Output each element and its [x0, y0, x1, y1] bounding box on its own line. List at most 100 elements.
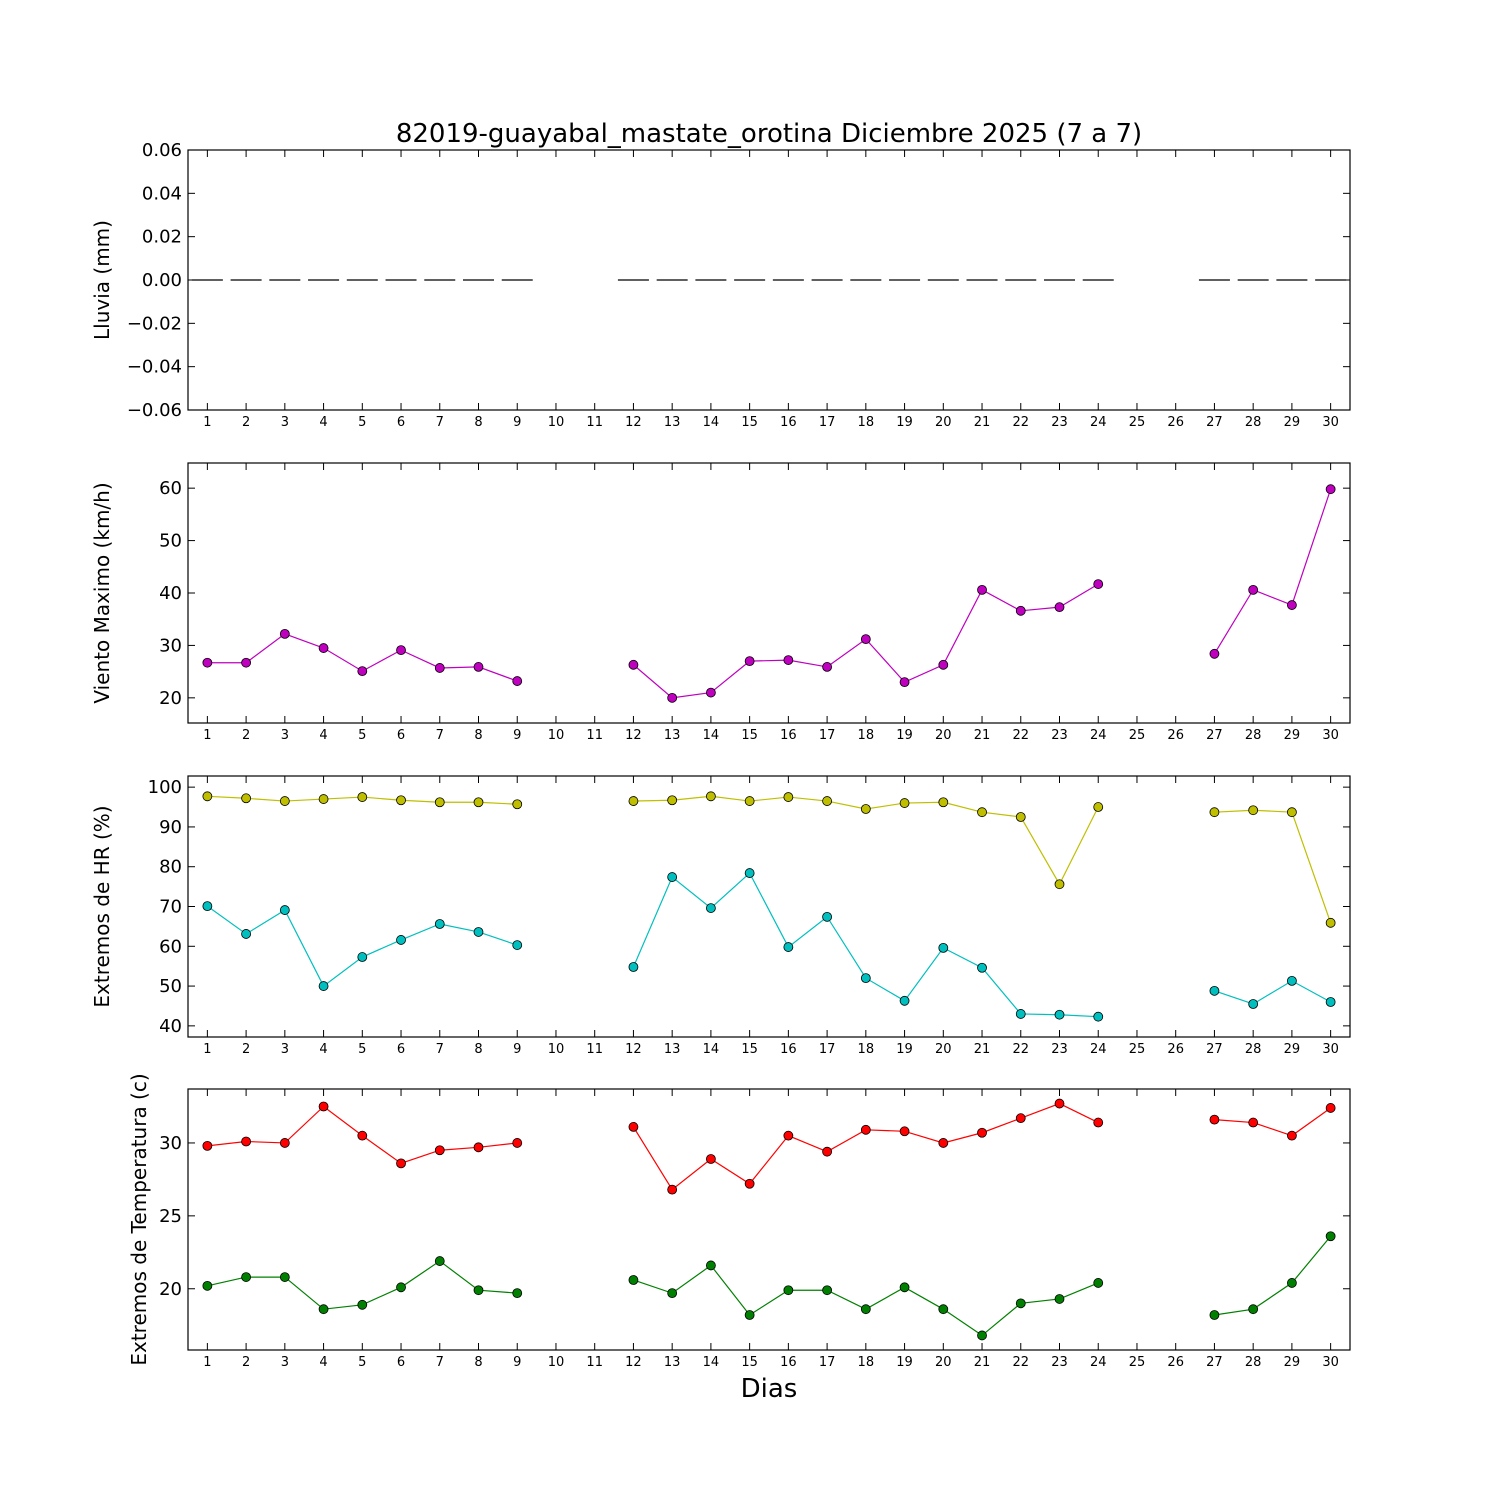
point-temperatura-maxima — [241, 1136, 252, 1147]
point-temperatura-maxima — [1209, 1114, 1220, 1125]
x-tick-label: 2 — [242, 1042, 250, 1057]
x-tick-label: 8 — [474, 1355, 482, 1370]
x-tick-label: 29 — [1284, 728, 1301, 743]
x-tick-label: 13 — [664, 728, 681, 743]
y-tick-label: 70 — [159, 897, 182, 918]
y-tick-label: 90 — [159, 817, 182, 838]
point-temperatura-minima — [357, 1299, 368, 1310]
point-hr-maxima — [357, 792, 368, 802]
axes-frame — [187, 462, 1351, 724]
point-viento-maximo — [977, 584, 987, 595]
point-viento-maximo — [512, 676, 523, 686]
point-hr-minima — [1209, 985, 1220, 996]
point-temperatura-maxima — [512, 1138, 523, 1148]
line-temperatura-maxima — [1214, 1107, 1331, 1137]
y-tick-label: 100 — [148, 777, 182, 798]
x-tick-label: 20 — [935, 415, 952, 430]
x-tick-label: 14 — [703, 1355, 720, 1370]
x-tick-label: 20 — [935, 1042, 952, 1057]
point-temperatura-minima — [783, 1285, 794, 1296]
x-tick-label: 14 — [703, 1042, 720, 1057]
point-temperatura-minima — [860, 1304, 871, 1315]
point-hr-maxima — [783, 792, 794, 802]
x-tick-label: 10 — [548, 1042, 565, 1057]
x-tick-label: 17 — [819, 1042, 836, 1057]
x-tick-label: 5 — [358, 728, 366, 743]
y-tick-label: 0.00 — [142, 270, 182, 291]
x-tick-label: 21 — [974, 1355, 991, 1370]
y-tick-label: 40 — [159, 583, 182, 604]
x-axis-label: Dias — [741, 1374, 798, 1404]
point-viento-maximo — [1248, 584, 1259, 595]
point-hr-maxima — [434, 797, 445, 808]
x-tick-label: 12 — [625, 728, 642, 743]
x-tick-label: 28 — [1245, 1355, 1262, 1370]
point-hr-maxima — [279, 796, 290, 806]
y-axis-label: Viento Maximo (km/h) — [90, 482, 114, 703]
point-temperatura-maxima — [1054, 1098, 1065, 1109]
x-tick-label: 7 — [436, 728, 444, 743]
x-tick-label: 30 — [1322, 728, 1339, 743]
point-temperatura-minima — [241, 1272, 252, 1282]
x-tick-label: 25 — [1129, 1042, 1146, 1057]
x-tick-label: 26 — [1167, 1355, 1184, 1370]
x-tick-label: 20 — [935, 1355, 952, 1370]
x-tick-label: 26 — [1167, 1042, 1184, 1057]
y-tick-label: 40 — [159, 1016, 182, 1037]
x-tick-label: 11 — [586, 1042, 603, 1057]
y-tick-label: 50 — [159, 531, 182, 552]
point-viento-maximo — [706, 687, 716, 698]
point-hr-minima — [396, 935, 406, 945]
point-viento-maximo — [1325, 484, 1336, 495]
point-temperatura-minima — [396, 1282, 406, 1293]
point-hr-minima — [899, 995, 910, 1006]
line-hr-minima — [207, 905, 518, 987]
line-hr-maxima — [1214, 809, 1332, 924]
point-viento-maximo — [1015, 605, 1026, 616]
x-tick-label: 7 — [436, 415, 444, 430]
point-hr-maxima — [1325, 917, 1336, 928]
point-viento-maximo — [667, 692, 678, 703]
x-tick-label: 9 — [513, 415, 521, 430]
point-hr-maxima — [512, 799, 523, 810]
point-temperatura-maxima — [202, 1140, 213, 1151]
point-hr-maxima — [667, 795, 678, 806]
point-hr-maxima — [860, 804, 871, 814]
point-temperatura-maxima — [899, 1126, 910, 1137]
x-tick-label: 17 — [819, 415, 836, 430]
x-tick-label: 1 — [203, 1042, 211, 1057]
point-viento-maximo — [241, 657, 252, 668]
x-tick-label: 3 — [281, 415, 289, 430]
x-tick-label: 18 — [858, 1042, 875, 1057]
line-viento-maximo — [1213, 489, 1332, 655]
point-hr-minima — [1287, 976, 1297, 986]
x-tick-label: 25 — [1129, 728, 1146, 743]
x-tick-label: 29 — [1284, 1042, 1301, 1057]
x-tick-label: 18 — [858, 1355, 875, 1370]
y-tick-label: 20 — [159, 688, 182, 709]
x-tick-label: 8 — [474, 728, 482, 743]
x-tick-label: 16 — [780, 415, 797, 430]
x-tick-label: 21 — [974, 728, 991, 743]
point-temperatura-minima — [1015, 1298, 1026, 1309]
point-viento-maximo — [1209, 648, 1220, 659]
x-tick-label: 23 — [1051, 1355, 1068, 1370]
point-hr-maxima — [938, 797, 949, 808]
point-hr-minima — [1325, 997, 1336, 1007]
line-hr-minima — [1214, 980, 1331, 1005]
x-tick-label: 5 — [358, 1042, 366, 1057]
x-tick-label: 11 — [586, 415, 603, 430]
point-viento-maximo — [744, 656, 755, 667]
point-viento-maximo — [318, 643, 329, 653]
point-hr-minima — [1093, 1011, 1104, 1022]
y-tick-label: 0.06 — [142, 140, 182, 161]
x-tick-label: 30 — [1322, 1355, 1339, 1370]
point-hr-maxima — [241, 793, 252, 804]
point-hr-minima — [241, 929, 252, 939]
point-viento-maximo — [860, 634, 871, 645]
point-temperatura-maxima — [744, 1178, 755, 1189]
x-tick-label: 16 — [780, 728, 797, 743]
